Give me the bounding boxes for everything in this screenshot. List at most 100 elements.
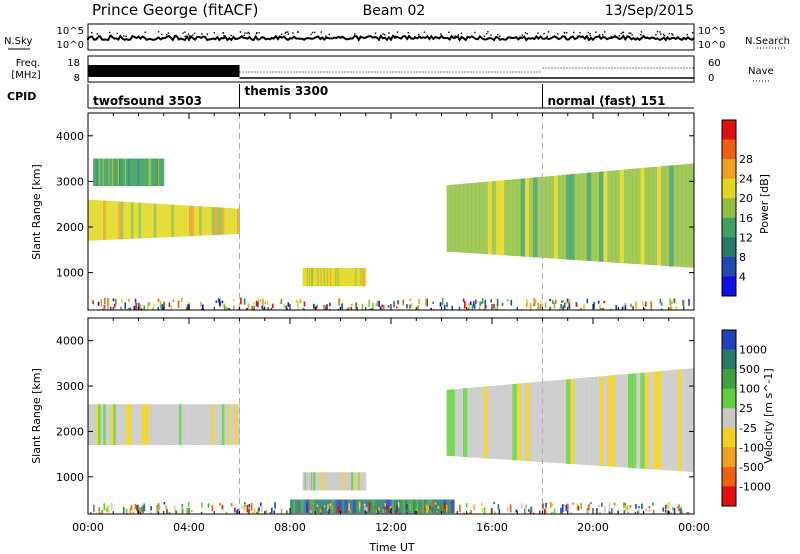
power-scatter-cell [371, 308, 374, 310]
nsearch-dot [166, 33, 168, 36]
velocity-xtick-label: 00:00 [72, 521, 104, 534]
power-echo-cell [681, 164, 687, 268]
velocity-scatter-cell [560, 507, 562, 514]
velocity-scatter-cell [648, 506, 651, 512]
velocity-echo-band [302, 472, 367, 491]
power-echo-cell [623, 169, 629, 264]
power-scatter-cell [425, 298, 427, 306]
velocity-echo-cell [681, 369, 687, 472]
velocity-scatter-cell [368, 502, 371, 510]
date-title: 13/Sep/2015 [605, 3, 694, 19]
velocity-scatter-cell [608, 511, 611, 514]
velocity-scatter-cell [678, 504, 680, 512]
power-scatter-cell [562, 300, 564, 303]
power-echo-cell [354, 268, 356, 287]
velocity-echo-cell [407, 499, 411, 514]
nsearch-dot [490, 34, 492, 36]
velocity-scatter-cell [470, 510, 472, 514]
velocity-scatter-cell [524, 508, 526, 514]
velocity-scatter-cell [531, 506, 533, 514]
velocity-scatter-cell [257, 510, 260, 513]
nsearch-dot [311, 31, 314, 34]
power-scatter-cell [650, 302, 653, 310]
velocity-ylabel: Slant Range [km] [30, 368, 43, 464]
power-scatter-cell [159, 301, 162, 309]
nsearch-dot [614, 34, 616, 36]
velocity-scatter-cell [473, 503, 476, 511]
velocity-echo-cell [590, 377, 596, 466]
velocity-echo-cell [201, 404, 205, 445]
velocity-scatter-cell [368, 508, 371, 512]
power-panel: 1000 2000 3000 4000 Slant Range [km] [30, 112, 695, 311]
power-echo-cell [130, 202, 134, 239]
velocity-colorbar-swatch [722, 369, 736, 389]
power-colorbar-swatch [722, 217, 736, 238]
power-echo-cell [350, 268, 352, 287]
power-scatter-cell [338, 298, 341, 305]
velocity-echo-cell [491, 385, 497, 459]
nsearch-dot [175, 34, 177, 36]
velocity-scatter-cell [378, 507, 380, 511]
power-scatter-cell [247, 307, 249, 310]
velocity-scatter-cell [599, 512, 601, 514]
power-echo-cell [126, 158, 128, 186]
power-echo-cell [574, 173, 579, 261]
power-echo-cell [133, 202, 137, 239]
power-scatter-cell [221, 300, 224, 304]
power-scatter-cell [240, 297, 242, 305]
power-scatter-cell [446, 302, 448, 308]
power-echo-cell [345, 268, 348, 287]
nsearch-dot [486, 33, 488, 35]
power-echo-cell [313, 268, 315, 287]
velocity-scatter-cell [166, 508, 168, 514]
velocity-echo-cell [508, 384, 513, 460]
power-scatter-cell [642, 301, 644, 307]
velocity-echo-cell [342, 472, 345, 491]
power-scatter-cell [233, 299, 235, 301]
nsearch-dot [640, 34, 642, 36]
velocity-echo-cell [361, 472, 364, 491]
velocity-echo-cell [432, 499, 436, 514]
power-scatter-cell [533, 303, 535, 307]
velocity-scatter-cell [200, 511, 203, 514]
velocity-scatter-cell [437, 507, 439, 514]
velocity-echo-cell [146, 404, 150, 445]
power-scatter-cell [152, 307, 154, 310]
velocity-echo-cell [115, 404, 119, 445]
velocity-echo-cell [100, 404, 104, 445]
velocity-echo-cell [435, 499, 439, 514]
power-scatter-cell [243, 298, 246, 305]
power-scatter-cell [257, 301, 259, 308]
velocity-scatter-cell [384, 503, 387, 507]
velocity-echo-cell [168, 404, 172, 445]
nsearch-dot [328, 33, 330, 36]
velocity-echo-cell [98, 404, 102, 445]
velocity-echo-cell [574, 378, 579, 465]
power-scatter-cell [218, 298, 221, 306]
velocity-scatter-cell [211, 505, 214, 512]
power-scatter-cell [483, 308, 486, 310]
power-echo-cell [186, 205, 190, 237]
power-echo-cell [140, 158, 142, 186]
power-echo-cell [661, 166, 666, 266]
velocity-scatter-cell [586, 509, 589, 514]
velocity-scatter-cell [529, 511, 532, 514]
velocity-xtick-label: 20:00 [577, 521, 609, 534]
velocity-echo-cell [346, 472, 349, 491]
power-echo-cell [123, 158, 126, 186]
power-echo-cell [136, 202, 139, 239]
power-scatter-cell [615, 305, 617, 310]
velocity-echo-cell [360, 472, 363, 491]
velocity-echo-cell [448, 499, 452, 514]
velocity-echo-cell [429, 499, 433, 514]
velocity-scatter-cell [542, 503, 544, 509]
velocity-scatter-cell [187, 501, 190, 507]
velocity-scatter-cell [383, 505, 386, 511]
velocity-scatter-cell [662, 507, 665, 512]
power-echo-cell [163, 204, 167, 238]
power-scatter-cell [297, 301, 299, 309]
power-scatter-cell [493, 303, 495, 309]
power-echo-cell [326, 268, 329, 287]
nsearch-dot [244, 32, 246, 34]
